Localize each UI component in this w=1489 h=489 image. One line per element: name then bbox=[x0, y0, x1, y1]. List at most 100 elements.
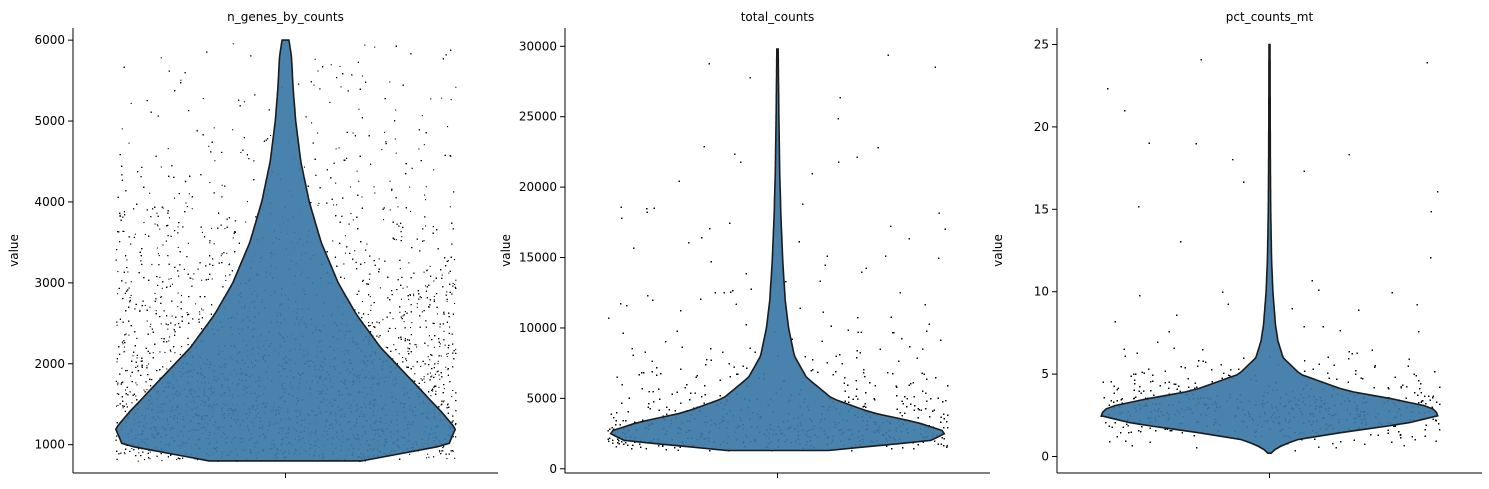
data-point bbox=[382, 319, 384, 321]
data-point bbox=[350, 213, 352, 215]
data-point bbox=[161, 296, 163, 298]
data-point bbox=[130, 102, 132, 104]
data-point bbox=[179, 354, 181, 356]
data-point bbox=[144, 233, 146, 235]
data-point bbox=[131, 402, 133, 404]
data-point bbox=[366, 243, 368, 245]
data-point bbox=[148, 363, 150, 365]
data-point bbox=[139, 309, 141, 311]
data-point bbox=[435, 390, 437, 392]
data-point bbox=[383, 219, 385, 221]
data-point bbox=[407, 347, 409, 349]
data-point bbox=[171, 283, 173, 285]
data-point bbox=[146, 389, 148, 391]
data-point bbox=[170, 351, 172, 353]
data-point bbox=[213, 127, 215, 129]
data-point bbox=[374, 192, 376, 194]
data-point bbox=[117, 293, 119, 295]
data-point bbox=[130, 281, 132, 283]
data-point bbox=[232, 237, 234, 239]
data-point bbox=[447, 126, 449, 128]
data-point bbox=[400, 298, 402, 300]
data-point bbox=[243, 101, 245, 103]
data-point bbox=[433, 280, 435, 282]
data-point bbox=[160, 57, 162, 59]
data-point bbox=[232, 43, 234, 45]
data-point bbox=[448, 272, 450, 274]
data-point bbox=[125, 333, 127, 335]
data-point bbox=[440, 355, 442, 357]
data-point bbox=[394, 138, 396, 140]
data-point bbox=[439, 378, 441, 380]
data-point bbox=[427, 453, 429, 455]
data-point bbox=[338, 147, 340, 149]
data-point bbox=[232, 129, 234, 131]
data-point bbox=[333, 204, 335, 206]
data-point bbox=[202, 98, 204, 100]
data-point bbox=[438, 374, 440, 376]
data-point bbox=[389, 180, 391, 182]
data-point bbox=[381, 149, 383, 151]
data-point bbox=[116, 361, 118, 363]
data-point bbox=[122, 343, 124, 345]
data-point bbox=[132, 355, 134, 357]
data-point bbox=[161, 460, 163, 462]
data-point bbox=[408, 262, 410, 264]
data-point bbox=[149, 458, 151, 460]
data-point bbox=[423, 240, 425, 242]
data-point bbox=[454, 302, 456, 304]
data-point bbox=[368, 322, 370, 324]
data-point bbox=[449, 326, 451, 328]
data-point bbox=[226, 252, 228, 254]
data-point bbox=[160, 323, 162, 325]
data-point bbox=[123, 346, 125, 348]
data-point bbox=[445, 366, 447, 368]
data-point bbox=[455, 279, 457, 281]
data-point bbox=[117, 271, 119, 273]
data-point bbox=[434, 373, 436, 375]
data-point bbox=[403, 321, 405, 323]
data-point bbox=[361, 75, 363, 77]
data-point bbox=[424, 194, 426, 196]
data-point bbox=[378, 336, 380, 338]
data-point bbox=[181, 346, 183, 348]
data-point bbox=[332, 240, 334, 242]
data-point bbox=[138, 448, 140, 450]
data-point bbox=[370, 309, 372, 311]
data-point bbox=[429, 265, 431, 267]
data-point bbox=[177, 306, 179, 308]
data-point bbox=[399, 268, 401, 270]
data-point bbox=[174, 352, 176, 354]
data-point bbox=[128, 142, 130, 144]
data-point bbox=[424, 381, 426, 383]
data-point bbox=[195, 303, 197, 305]
data-point bbox=[317, 70, 319, 72]
data-point bbox=[126, 259, 128, 261]
data-point bbox=[432, 390, 434, 392]
data-point bbox=[421, 115, 423, 117]
data-point bbox=[411, 322, 413, 324]
data-point bbox=[416, 306, 418, 308]
data-point bbox=[225, 275, 227, 277]
data-point bbox=[449, 206, 451, 208]
data-point bbox=[440, 450, 442, 452]
data-point bbox=[123, 452, 125, 454]
data-point bbox=[423, 271, 425, 273]
data-point bbox=[439, 450, 441, 452]
data-point bbox=[121, 128, 123, 130]
data-point bbox=[392, 318, 394, 320]
data-point bbox=[454, 283, 456, 285]
data-point bbox=[157, 225, 159, 227]
data-point bbox=[170, 278, 172, 280]
data-point bbox=[124, 453, 126, 455]
data-point bbox=[395, 152, 397, 154]
data-point bbox=[156, 224, 158, 226]
data-point bbox=[439, 346, 441, 348]
data-point bbox=[408, 298, 410, 300]
data-point bbox=[199, 313, 201, 315]
data-point bbox=[343, 263, 345, 265]
data-point bbox=[340, 86, 342, 88]
data-point bbox=[116, 393, 118, 395]
data-point bbox=[149, 192, 151, 194]
